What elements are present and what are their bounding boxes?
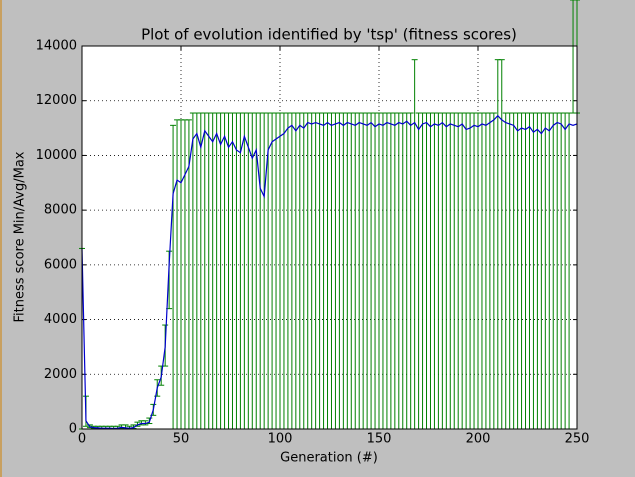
y-tick-label: 8000 bbox=[44, 203, 77, 218]
y-tick-label: 6000 bbox=[44, 257, 77, 272]
x-tick-label: 0 bbox=[78, 432, 86, 447]
x-tick-label: 100 bbox=[268, 432, 293, 447]
y-tick-label: 10000 bbox=[36, 148, 77, 163]
avg-line bbox=[81, 114, 578, 430]
y-tick-label: 4000 bbox=[44, 312, 77, 327]
y-tick-label: 14000 bbox=[36, 39, 77, 54]
y-tick-label: 0 bbox=[69, 422, 77, 437]
y-tick-label: 12000 bbox=[36, 93, 77, 108]
x-tick-label: 50 bbox=[173, 432, 190, 447]
x-axis-label: Generation (#) bbox=[280, 451, 378, 466]
plot-area bbox=[82, 46, 577, 429]
y-axis-label: Fitness score Min/Avg/Max bbox=[13, 151, 28, 322]
x-tick-label: 150 bbox=[367, 432, 392, 447]
x-tick-label: 250 bbox=[565, 432, 590, 447]
plot-frame bbox=[81, 45, 578, 430]
window-edge bbox=[0, 0, 2, 477]
chart-title: Plot of evolution identified by 'tsp' (f… bbox=[141, 26, 517, 44]
x-tick-label: 200 bbox=[466, 432, 491, 447]
y-tick-label: 2000 bbox=[44, 367, 77, 382]
